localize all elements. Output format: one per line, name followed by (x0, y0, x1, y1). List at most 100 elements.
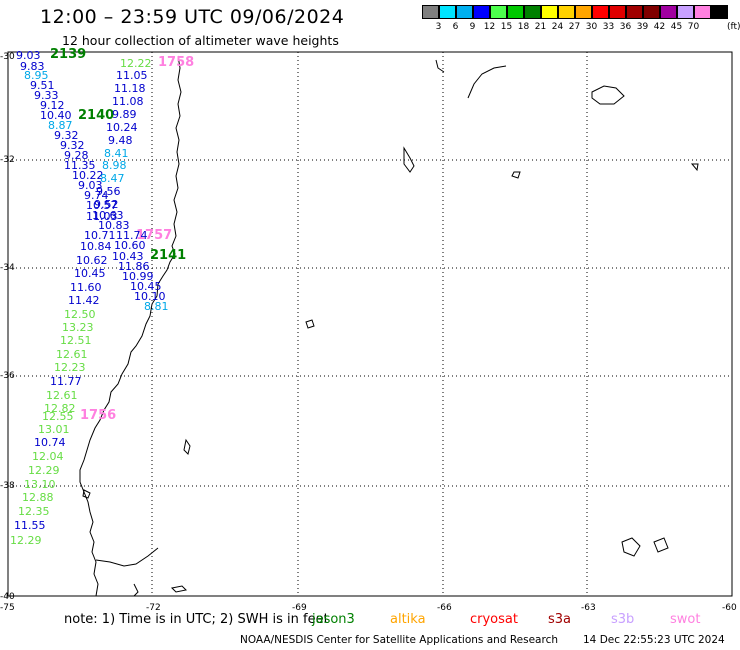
wave-height-value: 9.03 (16, 49, 41, 62)
credit-line: NOAA/NESDIS Center for Satellite Applica… (240, 634, 558, 646)
legend-swatch (609, 5, 626, 19)
pass-time-label: 2140 (78, 108, 115, 123)
legend-swatch (507, 5, 524, 19)
falklands-east (653, 537, 669, 553)
lat-label: -38 (0, 481, 15, 491)
island-valdes (591, 85, 625, 105)
wave-height-value: 11.77 (50, 375, 82, 388)
legend-swatch (422, 5, 439, 19)
legend-label: 27 (568, 22, 581, 32)
wave-height-value: 9.03 (78, 179, 103, 192)
legend-swatch (626, 5, 643, 19)
legend-label: 30 (585, 22, 598, 32)
wave-height-value: 11.08 (112, 95, 144, 108)
legend-swatch (456, 5, 473, 19)
wave-height-value: 10.74 (34, 436, 66, 449)
wave-height-value: 10.10 (134, 290, 166, 303)
lon-label: -72 (146, 603, 161, 613)
island-small-3 (690, 163, 699, 172)
legend-label: 9 (469, 22, 476, 32)
satellite-s3a: s3a (548, 612, 572, 627)
wave-height-value: 10.57 (86, 199, 118, 212)
wave-height-value: 12.22 (120, 57, 152, 70)
lon-label: -75 (0, 603, 15, 613)
footer-note: note: 1) Time is in UTC; 2) SWH is in fe… (64, 612, 329, 627)
chile-coastline (79, 55, 182, 597)
legend-unit: (ft) (727, 22, 740, 32)
argentina-coast-north (435, 59, 445, 73)
coastline (79, 55, 699, 597)
wave-height-value: 13.10 (24, 478, 56, 491)
wave-height-value: 10.24 (106, 121, 138, 134)
satellite-altika: altika (390, 612, 426, 627)
wave-height-value: 10.22 (72, 169, 104, 182)
wave-height-value: 11.05 (116, 69, 148, 82)
satellite-swot: swot (670, 612, 701, 627)
island-small-1 (403, 146, 415, 173)
satellite-jason3: jason3 (312, 612, 355, 627)
legend-label: 70 (687, 22, 700, 32)
legend-swatch (490, 5, 507, 19)
wave-height-value: 12.51 (60, 334, 92, 347)
pass-time-label: 2141 (150, 248, 187, 263)
wave-height-value: 12.29 (10, 534, 42, 547)
legend-label: 6 (452, 22, 459, 32)
lat-label: -36 (0, 371, 15, 381)
wave-height-value: 9.56 (96, 185, 121, 198)
wave-height-value: 11.42 (68, 294, 100, 307)
legend-label: 24 (551, 22, 564, 32)
wave-height-value: 11.35 (64, 159, 96, 172)
pass-time-label: 1758 (158, 55, 195, 70)
map-frame (7, 51, 733, 597)
wave-height-value: 10.71 (84, 229, 116, 242)
wave-height-value: 11.86 (118, 260, 150, 273)
lon-label: -66 (437, 603, 452, 613)
legend-swatch (643, 5, 660, 19)
wave-height-value: 12.55 (42, 410, 74, 423)
legend-swatch (558, 5, 575, 19)
wave-height-value: 11.03 (86, 210, 118, 223)
legend-label: 45 (670, 22, 683, 32)
wave-height-value: 9.52 (94, 198, 119, 211)
wave-height-value: 10.60 (114, 239, 146, 252)
southern-coast-detail (95, 547, 159, 567)
wave-height-value: 10.45 (74, 267, 106, 280)
legend-label: 33 (602, 22, 615, 32)
island-south-1 (170, 585, 188, 593)
wave-height-value: 11.18 (114, 82, 146, 95)
lat-label: -34 (0, 263, 15, 273)
wave-height-value: 13.23 (62, 321, 94, 334)
legend-swatch (575, 5, 592, 19)
wave-height-value: 10.40 (40, 109, 72, 122)
wave-height-value: 12.61 (56, 348, 88, 361)
wave-height-value: 11.60 (70, 281, 102, 294)
legend-label: 3 (435, 22, 442, 32)
wave-height-value: 8.47 (100, 172, 125, 185)
pass-time-label: 1757 (136, 228, 173, 243)
wave-height-value: 9.28 (64, 149, 89, 162)
graticule (8, 52, 732, 596)
pass-time-label: 1756 (80, 408, 117, 423)
wave-height-value: 10.99 (122, 270, 154, 283)
lat-label: -32 (0, 155, 15, 165)
lat-label: -30 (0, 52, 15, 62)
generated-timestamp: 14 Dec 22:55:23 UTC 2024 (583, 634, 725, 646)
wave-height-value: 8.95 (24, 69, 49, 82)
wave-height-value: 12.88 (22, 491, 54, 504)
falklands-west (621, 537, 641, 557)
legend-label: 18 (517, 22, 530, 32)
wave-height-value: 8.81 (144, 300, 169, 313)
wave-height-value: 9.32 (54, 129, 79, 142)
wave-height-value: 9.12 (40, 99, 65, 112)
wave-height-value: 10.84 (80, 240, 112, 253)
wave-height-value: 12.82 (44, 402, 76, 415)
island-south-2 (133, 583, 139, 597)
argentina-coast-bay (467, 65, 507, 99)
wave-height-value: 9.48 (108, 134, 133, 147)
legend-swatch (660, 5, 677, 19)
wave-height-value: 12.35 (18, 505, 50, 518)
legend-swatch (677, 5, 694, 19)
lat-label: -40 (0, 592, 15, 602)
legend-label: 42 (653, 22, 666, 32)
pass-time-label: 2139 (50, 47, 87, 62)
